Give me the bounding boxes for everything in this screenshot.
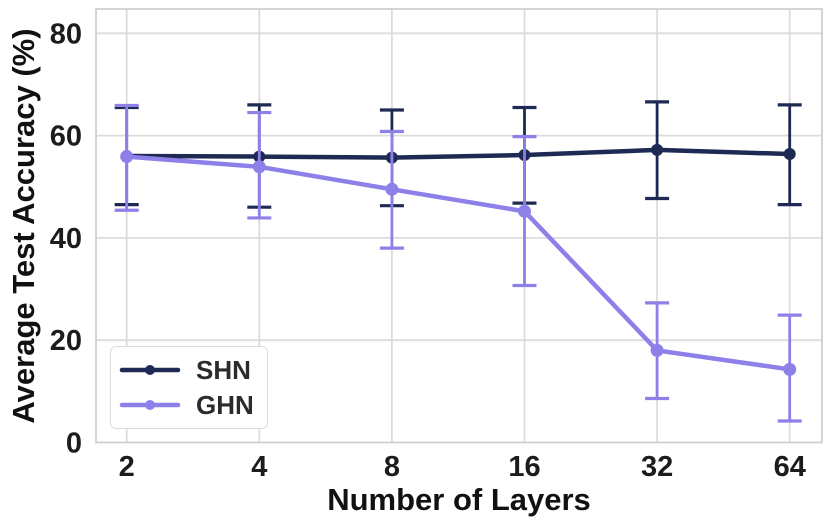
series-shn (114, 100, 802, 209)
shn-line-swatch (119, 364, 181, 375)
y-tick-label: 40 (50, 223, 82, 255)
y-tick-label: 60 (50, 121, 82, 153)
legend-label-ghn: GHN (196, 390, 254, 421)
x-tick-label: 64 (774, 451, 806, 483)
x-tick-label: 8 (384, 451, 400, 483)
x-tick-label: 2 (119, 451, 135, 483)
gridlines (96, 9, 822, 443)
data-point (252, 160, 266, 174)
legend-item-shn: SHN (119, 357, 267, 383)
plot-border (95, 8, 823, 444)
data-point (385, 182, 399, 196)
y-tick-label: 80 (50, 18, 82, 50)
series-line (124, 154, 792, 372)
data-point (783, 362, 797, 376)
y-tick-label: 0 (66, 428, 82, 460)
x-tick-label: 32 (641, 451, 673, 483)
y-tick-label: 20 (50, 325, 82, 357)
x-tick-label: 4 (251, 451, 267, 483)
y-axis-label: Average Test Accuracy (%) (6, 28, 41, 424)
data-point (783, 148, 796, 161)
series-ghn (114, 103, 802, 423)
legend: SHN GHN (110, 346, 268, 429)
ghn-line-swatch (119, 400, 181, 411)
data-point (650, 343, 664, 357)
data-point (120, 150, 134, 164)
legend-label-shn: SHN (196, 354, 251, 385)
x-tick-label: 16 (508, 451, 540, 483)
x-axis-label: Number of Layers (327, 482, 591, 517)
legend-item-ghn: GHN (119, 392, 267, 418)
data-point (651, 143, 664, 156)
data-point (518, 204, 531, 218)
series-line (124, 147, 792, 160)
